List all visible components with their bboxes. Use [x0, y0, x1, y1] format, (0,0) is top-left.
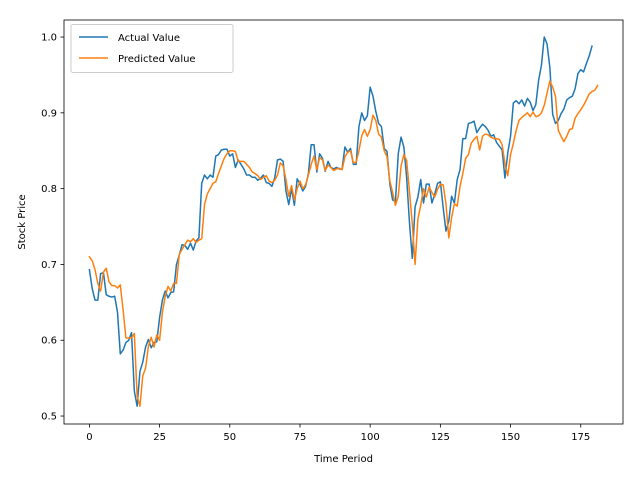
x-tick-label: 0 — [86, 432, 92, 443]
legend: Actual Value Predicted Value — [70, 24, 234, 73]
x-tick-label: 25 — [153, 432, 166, 443]
x-tick-label: 100 — [361, 432, 380, 443]
y-tick-label: 0.5 — [41, 412, 57, 423]
legend-label-predicted-value: Predicted Value — [118, 54, 196, 65]
series-line-predicted-value — [88, 80, 599, 407]
y-tick-label: 0.6 — [41, 336, 57, 347]
x-tick-label: 75 — [294, 432, 307, 443]
x-tick-label: 150 — [501, 432, 520, 443]
plot-lines — [88, 36, 599, 407]
x-axis-label: Time Period — [313, 454, 373, 465]
y-tick-label: 1.0 — [41, 33, 57, 44]
y-axis-label: Stock Price — [17, 194, 28, 249]
x-tick-label: 125 — [431, 432, 450, 443]
x-axis-ticks: 0 25 50 75 100 125 150 175 — [86, 424, 590, 443]
legend-frame — [70, 24, 234, 73]
plot-frame — [63, 19, 624, 425]
x-tick-label: 175 — [571, 432, 590, 443]
legend-label-actual-value: Actual Value — [118, 33, 180, 44]
y-tick-label: 0.8 — [41, 184, 57, 195]
y-tick-label: 0.9 — [41, 108, 57, 119]
y-axis-ticks: 0.5 0.6 0.7 0.8 0.9 1.0 — [41, 33, 64, 423]
x-tick-label: 50 — [223, 432, 236, 443]
y-tick-label: 0.7 — [41, 260, 57, 271]
